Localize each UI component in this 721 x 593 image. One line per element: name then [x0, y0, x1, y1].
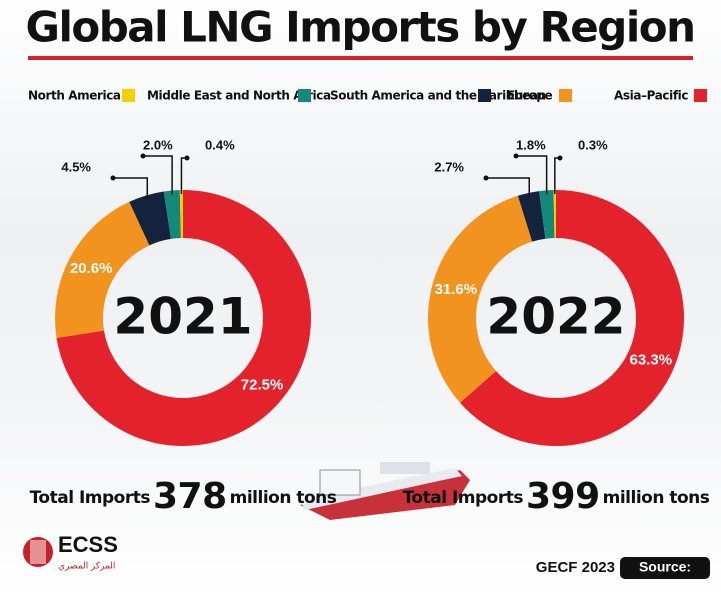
donut-slice	[55, 201, 150, 339]
total-value: 399	[526, 476, 600, 517]
center-label: 2021	[113, 288, 252, 346]
leader-dot	[184, 155, 190, 161]
legend-label: North America	[28, 89, 121, 103]
donut-slice	[163, 190, 181, 239]
source-label: Source:	[639, 559, 691, 575]
donut-slice	[553, 190, 556, 239]
leader-dot	[483, 175, 489, 181]
value-label: 2.7%	[434, 159, 464, 174]
total-unit: million tons	[230, 488, 337, 508]
chart-title: Global LNG Imports by Region	[26, 3, 695, 52]
logo-text: ECSS	[58, 532, 118, 557]
leader-line	[554, 157, 560, 195]
legend-label: South America and the Caribbean	[330, 89, 546, 103]
total-unit: million tons	[603, 488, 710, 508]
legend-label: Asia–Pacific	[614, 89, 688, 103]
total-line: Total Imports378 million tons	[30, 476, 337, 517]
value-label: 0.4%	[205, 137, 235, 152]
value-label: 72.5%	[241, 377, 284, 394]
donut-slice	[539, 190, 555, 239]
logo-mark	[23, 537, 53, 567]
leader-dot	[110, 175, 116, 181]
ship	[300, 462, 470, 520]
center-label: 2022	[486, 288, 625, 346]
title-rule	[28, 56, 693, 60]
legend-swatch	[559, 89, 572, 102]
value-label: 1.8%	[516, 137, 546, 152]
source-badge	[620, 557, 710, 579]
total-label: Total Imports	[403, 488, 524, 508]
leader-line	[113, 177, 149, 200]
legend-swatch	[478, 89, 491, 102]
donut-slice	[517, 191, 546, 242]
legend-swatch	[694, 89, 707, 102]
leader-line	[180, 157, 187, 195]
value-label: 63.3%	[630, 352, 673, 369]
leader-line	[516, 155, 548, 195]
logo-subtitle: المركز المصري	[58, 560, 115, 570]
leader-dot	[140, 153, 146, 159]
leader-dot	[557, 155, 563, 161]
legend-swatch	[122, 89, 135, 102]
total-value: 378	[153, 476, 227, 517]
total-label: Total Imports	[30, 488, 151, 508]
legend-swatch	[298, 89, 311, 102]
value-label: 2.0%	[143, 137, 173, 152]
legend-label: Europe	[507, 89, 552, 103]
donut-slice	[460, 190, 684, 446]
legend-label: Middle East and North Africa	[147, 89, 331, 103]
donut-slice	[129, 191, 171, 246]
leader-line	[143, 155, 173, 195]
value-label: 0.3%	[578, 137, 608, 152]
value-label: 31.6%	[435, 281, 478, 298]
value-label: 20.6%	[70, 260, 113, 277]
leader-line	[486, 177, 531, 197]
value-label: 4.5%	[61, 159, 91, 174]
total-line: Total Imports399 million tons	[403, 476, 710, 517]
donut-slice	[179, 190, 183, 239]
donut-slice	[56, 190, 311, 447]
source: GECF 2023	[536, 559, 615, 576]
donut-slice	[428, 195, 533, 403]
leader-dot	[513, 153, 519, 159]
